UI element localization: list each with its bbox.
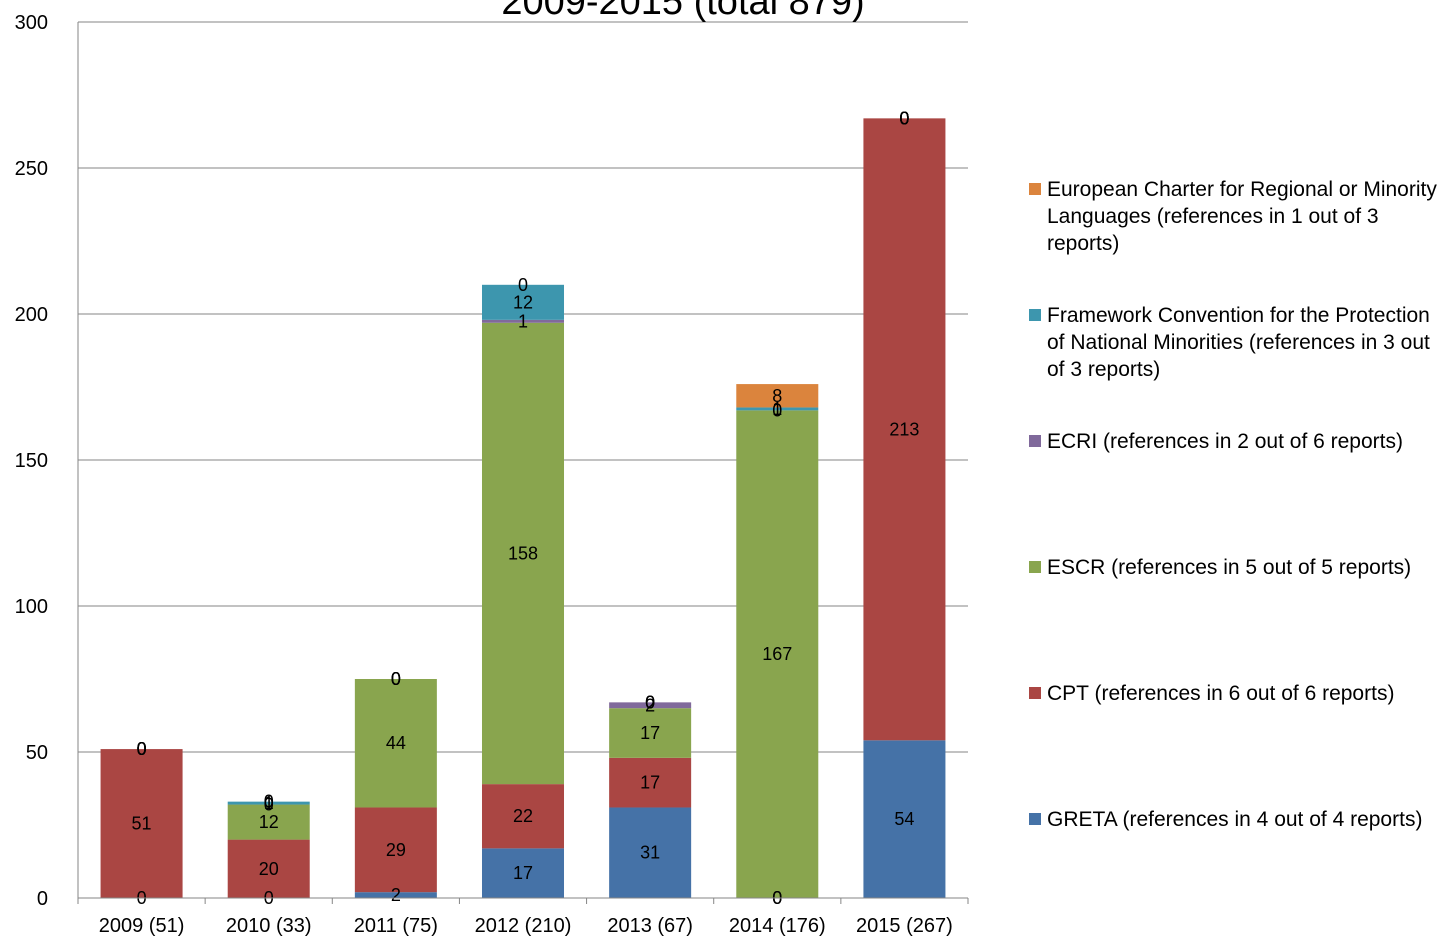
legend-swatch: [1029, 309, 1041, 321]
data-label: 1: [264, 793, 274, 813]
bar-segment: [481, 319, 565, 323]
legend-swatch: [1029, 687, 1041, 699]
data-label: 12: [259, 812, 279, 832]
bar-segment: [481, 322, 565, 785]
x-tick-label: 2013 (67): [607, 915, 693, 937]
legend-item: ESCR (references in 5 out of 5 reports): [1029, 554, 1411, 581]
legend-label: ECRI (references in 2 out of 6 reports): [1047, 430, 1403, 453]
data-label: 0: [391, 669, 401, 689]
bar-segment: [609, 702, 692, 709]
data-label: 8: [772, 386, 782, 406]
legend-label: CPT (references in 6 out of 6 reports): [1047, 682, 1395, 705]
data-label: 17: [513, 863, 533, 883]
data-label: 213: [889, 419, 919, 439]
data-label: 0: [899, 108, 909, 128]
data-label: 17: [640, 773, 660, 793]
legend-swatch: [1029, 813, 1041, 825]
y-tick-label: 200: [15, 304, 48, 326]
data-label: 0: [899, 108, 909, 128]
data-label: 31: [640, 843, 660, 863]
data-label: 51: [132, 814, 152, 834]
data-label: 12: [513, 292, 533, 312]
legend-label: ESCR (references in 5 out of 5 reports): [1047, 556, 1412, 579]
data-label: 20: [259, 859, 279, 879]
bar-segment: [354, 807, 437, 893]
data-label: 0: [899, 108, 909, 128]
x-tick-label: 2010 (33): [226, 915, 312, 937]
y-tick-label: 300: [15, 12, 48, 34]
data-label: 22: [513, 806, 533, 826]
bar-segment: [609, 807, 692, 898]
legend-item: CPT (references in 6 out of 6 reports): [1029, 680, 1394, 707]
legend-item: ECRI (references in 2 out of 6 reports): [1029, 428, 1403, 455]
y-tick-label: 0: [37, 888, 48, 910]
data-label: 167: [762, 644, 792, 664]
data-label: 0: [137, 739, 147, 759]
x-tick-label: 2011 (75): [354, 915, 438, 937]
data-label: 44: [386, 733, 406, 753]
data-label: 0: [391, 669, 401, 689]
bar-segment: [481, 784, 565, 849]
bar-segment: [227, 801, 310, 805]
chart-title: 2009-2015 (total 879): [501, 0, 864, 23]
legend-label: GRETA (references in 4 out of 4 reports): [1047, 808, 1423, 831]
bar-segment: [354, 892, 437, 898]
legend-item: GRETA (references in 4 out of 4 reports): [1029, 806, 1422, 833]
legend-label: European Charter for Regional or Minorit…: [1047, 178, 1437, 255]
legend-swatch: [1029, 183, 1041, 195]
data-label: 0: [645, 692, 655, 712]
data-label: 0: [137, 739, 147, 759]
data-label: 0: [391, 669, 401, 689]
data-label: 0: [772, 400, 782, 420]
bar-segment: [481, 848, 565, 898]
data-label: 29: [386, 840, 406, 860]
data-label: 0: [899, 108, 909, 128]
bar-segment: [227, 804, 310, 840]
bar-segment: [481, 284, 565, 320]
data-label: 1: [518, 311, 528, 331]
data-label: 2: [391, 885, 401, 905]
x-tick-label: 2014 (176): [729, 915, 826, 937]
x-tick-label: 2015 (267): [856, 915, 953, 937]
bar-segment: [863, 740, 946, 898]
data-label: 0: [137, 739, 147, 759]
y-tick-label: 100: [15, 596, 48, 618]
data-label: 0: [645, 692, 655, 712]
bar-segment: [227, 839, 310, 898]
bar-segment: [736, 410, 819, 898]
data-label: 0: [137, 739, 147, 759]
bar-segment: [609, 757, 692, 808]
bar-segment: [863, 118, 946, 741]
legend-swatch: [1029, 561, 1041, 573]
data-label: 17: [640, 723, 660, 743]
bar-segment: [354, 679, 437, 808]
legend-swatch: [1029, 435, 1041, 447]
bar-segment: [736, 407, 819, 411]
bar-segment: [100, 749, 183, 898]
data-label: 158: [508, 543, 538, 563]
data-label: 2: [645, 695, 655, 715]
legend-item: Framework Convention for the Protection …: [1029, 302, 1449, 383]
data-label: 1: [772, 399, 782, 419]
bar-segment: [736, 384, 819, 408]
data-label: 0: [264, 792, 274, 812]
data-labels: 0510000020120102294400017221581120311717…: [132, 108, 920, 908]
data-label: 0: [518, 275, 528, 295]
y-tick-label: 150: [15, 450, 48, 472]
bars: [100, 118, 946, 898]
x-tick-label: 2012 (210): [475, 915, 572, 937]
y-tick-label: 250: [15, 158, 48, 180]
data-label: 0: [264, 795, 274, 815]
bar-segment: [609, 708, 692, 758]
legend-item: European Charter for Regional or Minorit…: [1029, 176, 1449, 257]
x-tick-label: 2009 (51): [99, 915, 185, 937]
legend-label: Framework Convention for the Protection …: [1047, 304, 1430, 381]
y-tick-label: 50: [26, 742, 48, 764]
data-label: 54: [894, 809, 914, 829]
